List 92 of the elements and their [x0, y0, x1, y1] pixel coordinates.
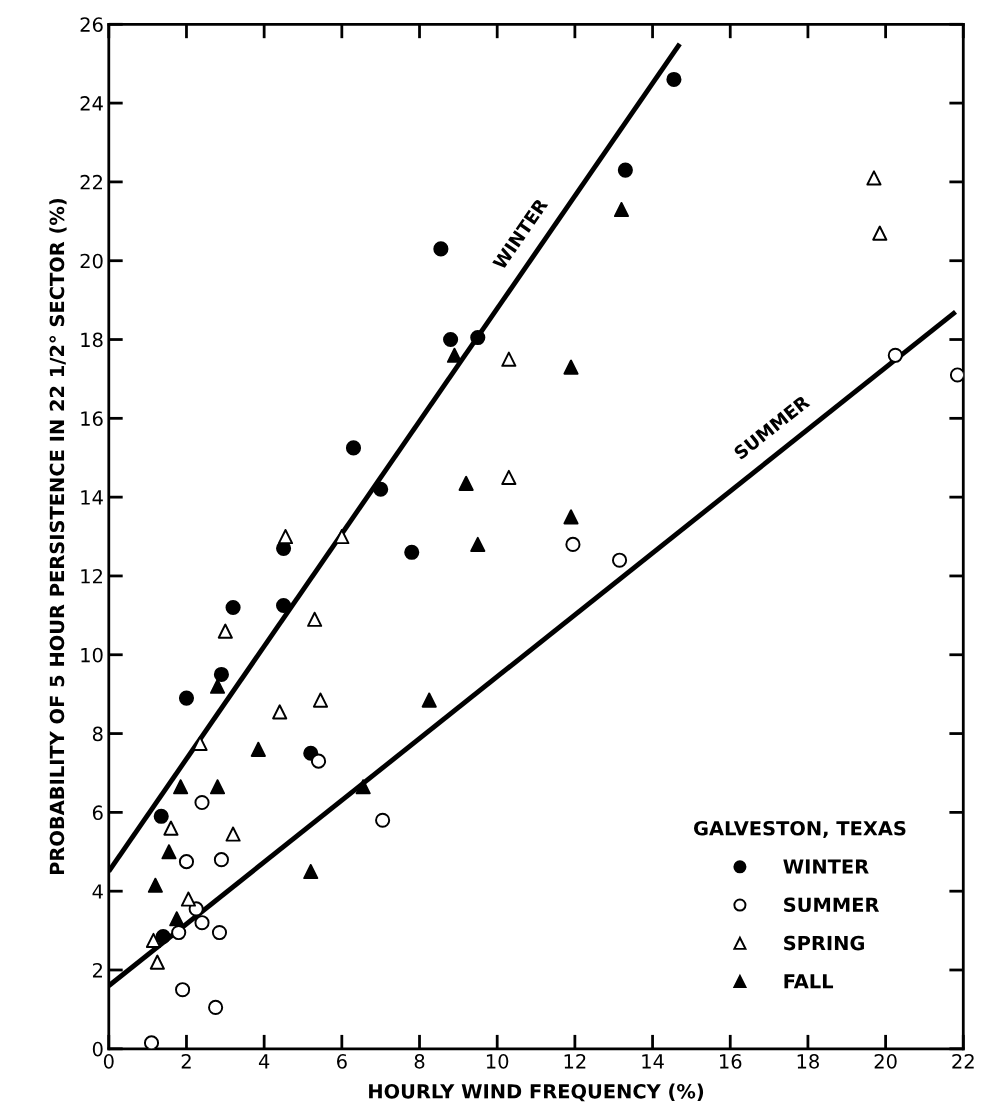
point: [155, 928, 171, 945]
point: [209, 779, 226, 795]
point: [421, 692, 437, 708]
y-tick-label: 14: [81, 490, 103, 505]
y-tick-label: 18: [81, 332, 103, 348]
point: [563, 509, 579, 525]
point: [310, 753, 327, 769]
point: [565, 536, 581, 552]
point: [213, 852, 229, 868]
point: [147, 877, 163, 893]
x-tick-label: 22: [952, 1054, 974, 1069]
point: [501, 469, 517, 485]
y-tick-label: 22: [80, 174, 102, 190]
point: [866, 170, 882, 186]
point: [145, 932, 162, 948]
point: [169, 911, 185, 927]
point: [312, 692, 329, 708]
point: [225, 826, 241, 842]
legend-label: SPRING: [784, 935, 864, 951]
point: [470, 536, 486, 552]
point: [611, 552, 628, 568]
point: [355, 779, 371, 795]
point: [149, 954, 165, 970]
y-tick-label: 16: [81, 411, 103, 426]
x-axis-title: HOURLY WIND FREQUENCY (%): [369, 1083, 704, 1102]
point: [373, 481, 389, 497]
point: [163, 820, 179, 836]
point: [470, 329, 486, 346]
x-tick-label: 14: [642, 1054, 664, 1069]
point: [143, 1035, 160, 1049]
point: [563, 359, 579, 375]
y-tick-label: 24: [80, 96, 103, 111]
point: [217, 623, 233, 639]
point: [272, 704, 288, 720]
point: [171, 925, 187, 941]
point: [178, 690, 195, 706]
point: [375, 812, 391, 828]
point: [208, 999, 224, 1015]
point: [175, 982, 191, 998]
point: [307, 611, 323, 627]
point: [345, 440, 362, 456]
point: [213, 666, 229, 683]
point: [250, 741, 266, 757]
point: [613, 201, 630, 218]
y-tick-label: 0: [92, 1041, 103, 1057]
point: [872, 225, 888, 241]
x-tick-label: 6: [337, 1054, 347, 1069]
point: [276, 597, 292, 614]
point: [194, 794, 210, 811]
point: [617, 162, 633, 178]
x-tick-label: 10: [486, 1054, 509, 1069]
y-tick-label: 12: [81, 568, 102, 584]
y-tick-label: 2: [92, 962, 102, 978]
y-tick-label: 6: [92, 805, 103, 821]
point: [277, 528, 294, 545]
point: [666, 71, 682, 88]
point: [443, 331, 459, 348]
point: [949, 367, 964, 383]
legend-label: WINTER: [783, 859, 869, 874]
point: [209, 678, 226, 694]
point: [161, 844, 177, 860]
y-tick-label: 10: [81, 647, 103, 663]
y-tick-label: 26: [80, 17, 103, 32]
x-tick-label: 0: [103, 1054, 114, 1069]
y-tick-label: 4: [92, 884, 103, 899]
point: [887, 347, 903, 363]
legend-label: FALL: [784, 974, 834, 989]
x-tick-label: 2: [181, 1054, 191, 1069]
y-axis-title: PROBABILITY OF 5 HOUR PERSISTENCE IN 22 1/2° SECTOR (%): [49, 198, 67, 875]
x-tick-label: 12: [564, 1054, 586, 1069]
x-tick-label: 16: [720, 1054, 742, 1069]
point: [194, 915, 210, 931]
legend-label: SUMMER: [784, 897, 880, 913]
x-tick-label: 4: [258, 1054, 270, 1069]
point: [225, 599, 241, 616]
x-tick-label: 20: [874, 1054, 897, 1069]
y-tick-label: 8: [92, 726, 103, 742]
point: [501, 351, 517, 367]
x-tick-label: 18: [797, 1054, 819, 1069]
point: [178, 854, 195, 870]
x-tick-label: 8: [414, 1054, 425, 1069]
point: [404, 544, 420, 560]
point: [173, 779, 189, 795]
point: [303, 863, 319, 880]
point: [180, 891, 196, 907]
point: [433, 241, 449, 257]
y-tick-label: 20: [80, 253, 103, 269]
point: [153, 808, 169, 824]
point: [458, 475, 474, 491]
legend-title: GALVESTON, TEXAS: [694, 820, 906, 839]
point: [211, 925, 228, 941]
point: [334, 528, 350, 545]
